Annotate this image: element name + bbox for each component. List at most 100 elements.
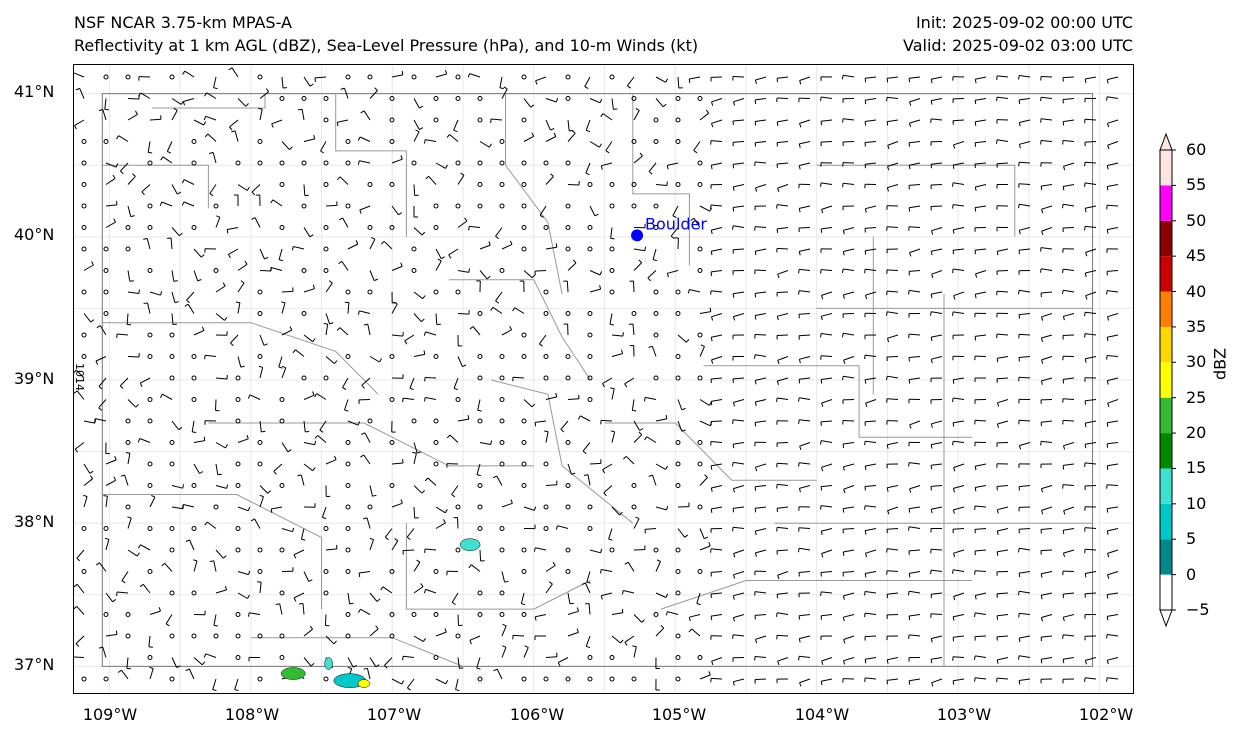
wind-barb	[974, 76, 987, 84]
wind-barb	[358, 399, 371, 404]
calm-wind-marker	[389, 397, 395, 402]
wind-barb	[424, 548, 437, 554]
wind-barb	[655, 559, 661, 572]
colorbar-tick-label: 30	[1186, 352, 1207, 372]
wind-barb	[435, 519, 446, 529]
calm-wind-marker	[675, 655, 681, 660]
wind-barb	[655, 624, 665, 637]
wind-barb	[360, 454, 371, 465]
wind-barb	[213, 614, 218, 627]
calm-wind-marker	[345, 74, 351, 80]
wind-barb	[103, 495, 108, 508]
wind-barb	[996, 119, 1009, 124]
wind-barb	[380, 240, 393, 250]
calm-wind-marker	[169, 354, 175, 359]
wind-barb	[1062, 289, 1075, 295]
calm-wind-marker	[565, 203, 571, 209]
wind-barb	[754, 656, 767, 661]
wind-barb	[887, 141, 899, 150]
wind-barb	[610, 387, 615, 400]
wind-barb	[732, 506, 745, 513]
wind-barb	[74, 605, 85, 615]
calm-wind-marker	[191, 139, 197, 144]
colorbar-extend-min	[1159, 609, 1173, 628]
wind-barb	[116, 135, 129, 142]
calm-wind-marker	[653, 612, 659, 617]
calm-wind-marker	[653, 547, 659, 553]
wind-barb	[666, 162, 679, 170]
wind-barb	[996, 356, 1009, 363]
calm-wind-marker	[279, 96, 285, 101]
wind-barb	[258, 365, 264, 379]
wind-barb	[699, 307, 712, 314]
wind-barb	[688, 628, 701, 637]
calm-wind-marker	[631, 676, 637, 682]
calm-wind-marker	[587, 397, 593, 402]
wind-barb	[930, 635, 943, 643]
wind-barb	[413, 559, 421, 572]
wind-barb	[363, 517, 371, 529]
wind-barb	[687, 289, 701, 294]
wind-barb	[1084, 399, 1097, 405]
wind-barb	[864, 591, 877, 596]
calm-wind-marker	[675, 354, 681, 359]
wind-barb	[391, 155, 403, 164]
wind-barb	[908, 462, 921, 467]
calm-wind-marker	[301, 160, 307, 166]
wind-barb	[74, 369, 85, 379]
wind-barb	[209, 560, 217, 572]
wind-barb	[633, 431, 643, 443]
wind-barb	[674, 237, 679, 250]
calm-wind-marker	[499, 397, 505, 402]
wind-barb	[303, 420, 310, 433]
wind-barb	[467, 73, 481, 78]
wind-barb	[1018, 313, 1031, 319]
wind-barb	[314, 393, 327, 400]
calm-wind-marker	[389, 117, 395, 123]
wind-barb	[842, 420, 855, 425]
wind-barb	[996, 184, 1008, 189]
wind-barb	[523, 399, 536, 408]
wind-barb	[1085, 291, 1097, 300]
wind-barb	[952, 268, 965, 274]
wind-barb	[690, 217, 701, 228]
wind-barb	[523, 645, 529, 658]
calm-wind-marker	[279, 483, 285, 488]
calm-wind-marker	[81, 526, 87, 531]
wind-barb	[347, 592, 354, 605]
wind-barb	[952, 355, 965, 361]
colorbar-swatch	[1160, 503, 1172, 540]
wind-barb	[435, 248, 445, 260]
wind-barb	[215, 484, 229, 489]
wind-barb	[1084, 333, 1097, 338]
wind-barb	[116, 333, 129, 338]
calm-wind-marker	[675, 375, 681, 381]
wind-barb	[776, 397, 789, 403]
wind-barb	[413, 442, 422, 454]
wind-barb	[585, 603, 591, 615]
wind-barb	[413, 635, 426, 643]
wind-barb	[545, 561, 556, 572]
wind-barb	[1018, 161, 1031, 167]
wind-barb	[821, 291, 833, 300]
wind-barb	[842, 227, 855, 235]
wind-barb	[325, 313, 334, 325]
wind-barb	[237, 184, 250, 191]
wind-barb	[1106, 290, 1119, 295]
wind-barb	[582, 442, 591, 454]
calm-wind-marker	[609, 246, 615, 252]
wind-barb	[732, 377, 745, 383]
wind-barb	[413, 98, 424, 109]
wind-barb	[479, 440, 492, 445]
wind-barb	[609, 313, 614, 326]
wind-barb	[369, 592, 381, 602]
wind-barb	[677, 399, 686, 411]
wind-barb	[215, 374, 228, 380]
colorbar-tick-label: 55	[1186, 175, 1207, 195]
calm-wind-marker	[653, 289, 659, 295]
wind-barb	[424, 377, 437, 382]
calm-wind-marker	[147, 203, 153, 209]
calm-wind-marker	[477, 96, 483, 101]
wind-barb	[754, 549, 767, 557]
wind-barb	[235, 301, 241, 314]
